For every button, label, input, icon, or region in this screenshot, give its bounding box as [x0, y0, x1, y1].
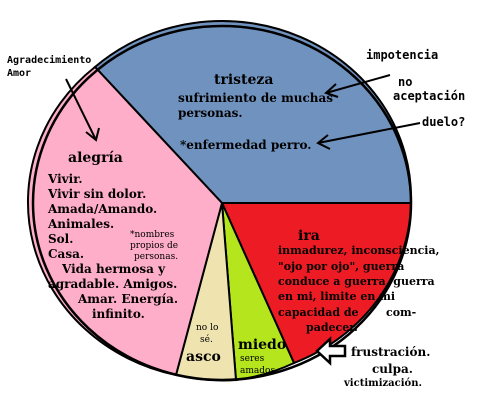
label-amor: Amor: [7, 68, 32, 79]
asco-line-1: no lo: [196, 323, 219, 333]
miedo-title: miedo: [238, 337, 287, 353]
alegria-item-4: Animales.: [48, 217, 115, 231]
arrow-impotencia: [324, 74, 391, 98]
label-impotencia: impotencia: [366, 48, 439, 62]
ira-line-6: padecer.: [306, 321, 358, 334]
sector-alegria: [27, 65, 224, 377]
tristeza-title: tristeza: [214, 72, 274, 88]
tristeza-line-3: *enfermedad perro.: [180, 138, 312, 152]
ira-line-2: "ojo por ojo", guerra: [278, 260, 405, 273]
ira-line-5: capacidad de: [278, 306, 359, 319]
ira-line-5b: com-: [386, 306, 417, 319]
label-aceptacion: aceptación: [393, 89, 466, 103]
tristeza-line-1: sufrimiento de muchas: [178, 91, 334, 105]
miedo-line-1: seres: [240, 354, 265, 364]
arrow-duelo: [316, 122, 421, 150]
alegria-item-3: Amada/Amando.: [48, 202, 158, 216]
label-victimizacion: victimización.: [344, 378, 422, 389]
label-duelo: duelo?: [422, 115, 466, 129]
sector-tristeza: [93, 20, 413, 204]
asco-title: asco: [186, 349, 221, 365]
label-culpa: culpa.: [372, 362, 413, 376]
alegria-item-5: Sol.: [48, 232, 74, 246]
label-no: no: [398, 75, 413, 89]
label-agradecimiento: Agradecimiento: [7, 55, 92, 66]
alegria-item-1: Vivir.: [48, 172, 83, 186]
tristeza-line-2: personas.: [178, 106, 243, 120]
alegria-item-9: Amar. Energía.: [78, 292, 179, 306]
alegria-item-10: infinito.: [92, 307, 145, 321]
arrow-frustracion: [315, 336, 347, 366]
alegria-note-2: propios de: [130, 241, 179, 251]
alegria-item-2: Vivir sin dolor.: [48, 187, 147, 201]
arrow-agradecimiento: [65, 78, 100, 142]
alegria-note-1: *nombres: [130, 230, 175, 240]
alegria-note-3: personas.: [134, 252, 179, 262]
pie-outline: [31, 24, 413, 382]
alegria-title: alegría: [68, 150, 123, 166]
ira-line-4: en mi, limite en mi: [278, 290, 396, 303]
ira-line-3: conduce a guerra, guerra: [278, 275, 435, 288]
asco-line-2: sé.: [200, 335, 213, 345]
miedo-line-2: amados: [240, 366, 276, 376]
ira-title: ira: [298, 228, 320, 244]
alegria-item-7: Vida hermosa y: [62, 262, 166, 276]
label-frustracion: frustración.: [351, 345, 431, 359]
ira-line-1: inmadurez, inconsciencia,: [278, 244, 440, 257]
alegria-item-8: agradable. Amigos.: [48, 277, 178, 291]
alegria-item-6: Casa.: [48, 247, 85, 261]
